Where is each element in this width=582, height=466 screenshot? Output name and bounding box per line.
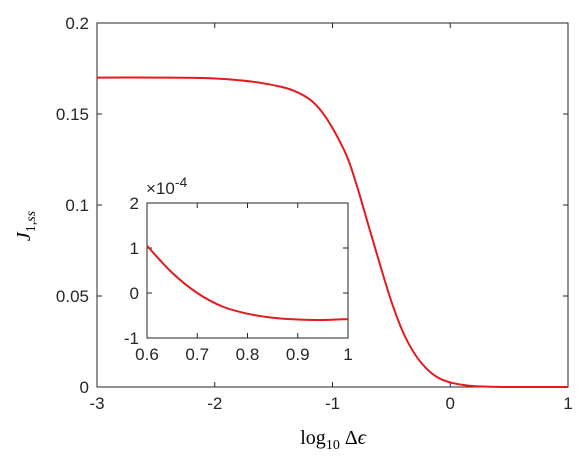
main-y-tick-label: 0.05 [56, 287, 89, 306]
main-axis-ticks: -3 -2 -1 0 1 0 0.05 0.1 0.15 0.2 [56, 14, 573, 413]
inset-plot-area [146, 202, 349, 339]
inset-x-tick-label: 0.6 [135, 345, 159, 364]
inset-series-line [146, 245, 349, 322]
inset-exponent-power: -4 [175, 174, 188, 190]
main-x-tick-label: 0 [446, 394, 455, 413]
inset-y-tick-label: 2 [130, 194, 139, 213]
main-series-layer [96, 76, 568, 389]
x-axis-label-subscript: 10 [326, 438, 340, 453]
main-x-tick-label: -1 [325, 394, 340, 413]
inset-y-tick-label: -1 [124, 329, 139, 348]
inset-y-tick-label: 0 [130, 284, 139, 303]
y-axis-label: J1,ss [13, 210, 39, 241]
inset-series-layer [146, 245, 349, 322]
main-y-tick-label: 0.2 [65, 14, 89, 33]
inset-exponent-label: ×10-4 [146, 174, 188, 198]
inset-x-tick-label: 0.9 [286, 345, 310, 364]
main-y-tick-label: 0 [80, 378, 89, 397]
x-axis-label: log10 Δϵ [300, 427, 366, 453]
inset-x-tick-label: 1 [343, 345, 352, 364]
inset-axis-ticks: 0.6 0.7 0.8 0.9 1 -1 0 1 2 [124, 194, 353, 364]
main-x-tick-label: -2 [207, 394, 222, 413]
inset-y-tick-label: 1 [130, 239, 139, 258]
main-y-tick-label: 0.1 [65, 196, 89, 215]
inset-x-tick-label: 0.8 [236, 345, 260, 364]
main-x-tick-label: -3 [89, 394, 104, 413]
inset-exponent-base: ×10 [146, 179, 175, 198]
x-axis-label-symbol: Δϵ [340, 427, 367, 449]
main-series-line [96, 76, 568, 389]
inset-x-tick-label: 0.7 [185, 345, 209, 364]
main-x-tick-label: 1 [563, 394, 572, 413]
main-y-tick-label: 0.15 [56, 105, 89, 124]
